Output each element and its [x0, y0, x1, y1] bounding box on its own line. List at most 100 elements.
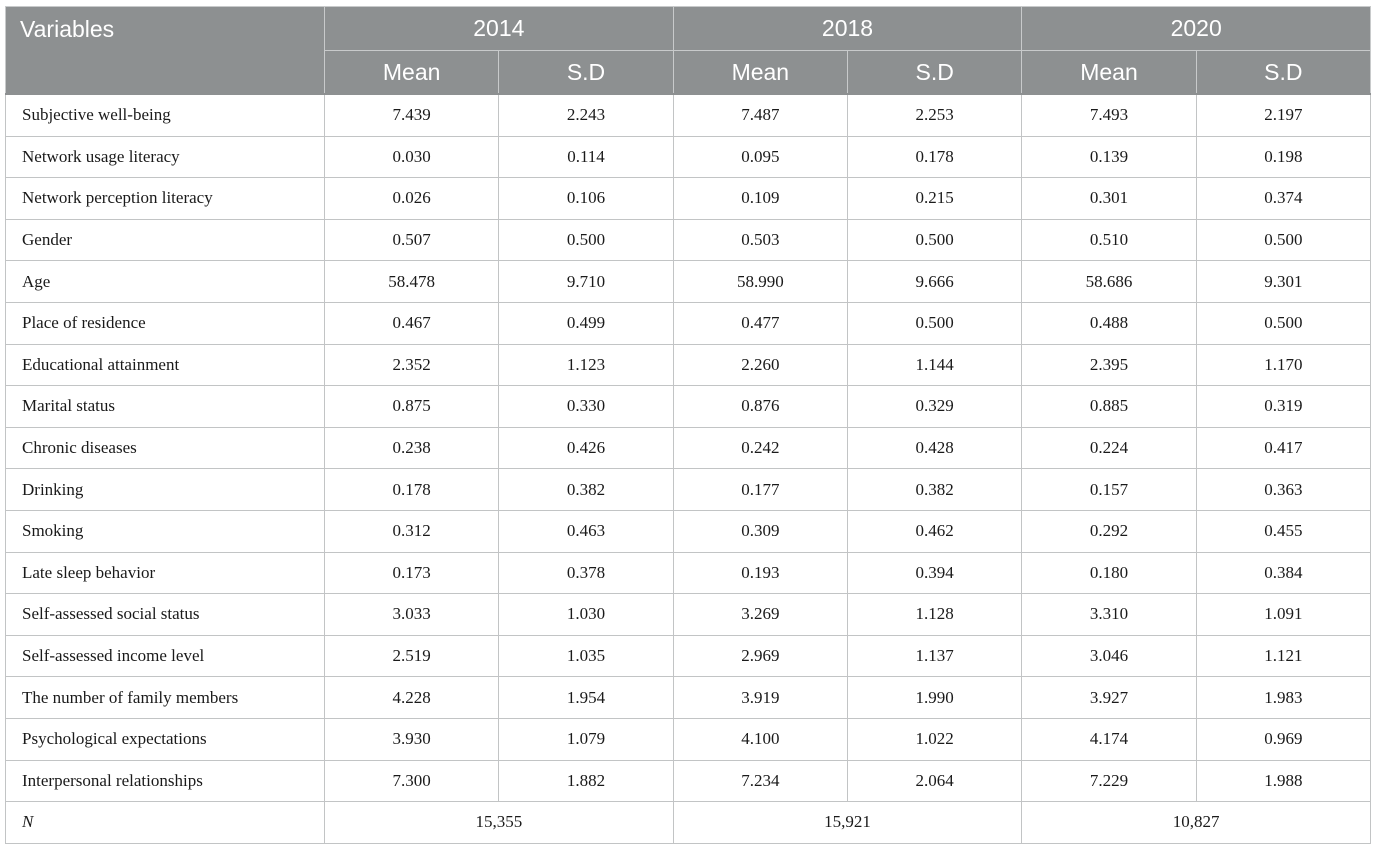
cell-value: 1.079	[498, 717, 674, 761]
cell-value: 0.224	[1021, 426, 1197, 470]
mean-header-2018: Mean	[672, 50, 849, 95]
table-row: Subjective well-being 7.439 2.243 7.487 2.25…	[5, 92, 1372, 137]
cell-value: 3.927	[1021, 676, 1197, 719]
row-label: Network perception literacy	[5, 177, 325, 220]
year-header-2018: 2018	[672, 6, 1023, 51]
sample-size-value: 15,921	[672, 801, 1023, 844]
cell-value: 0.106	[498, 177, 674, 220]
cell-value: 1.990	[846, 676, 1023, 719]
mean-header-2014: Mean	[323, 50, 500, 95]
cell-value: 0.309	[672, 509, 849, 553]
cell-value: 0.500	[498, 218, 674, 262]
cell-value: 3.033	[323, 593, 500, 636]
cell-value: 0.462	[846, 509, 1023, 553]
cell-value: 2.253	[846, 92, 1023, 137]
cell-value: 7.439	[323, 92, 500, 137]
table-row: Chronic diseases 0.238 0.426 0.242 0.428 0.22…	[5, 426, 1372, 470]
cell-value: 0.384	[1195, 551, 1372, 595]
sample-size-value: 15,355	[324, 801, 674, 844]
cell-value: 1.030	[498, 593, 674, 636]
row-label: Marital status	[5, 385, 325, 428]
cell-value: 9.710	[498, 260, 674, 303]
table-header: Variables 2014 2018 2020 Mean S.D Mean S…	[5, 6, 1372, 95]
row-label: Educational attainment	[5, 343, 325, 387]
cell-value: 0.507	[323, 218, 500, 262]
sample-size-row: N 15,355 15,921 10,827	[5, 801, 1372, 844]
row-label: Network usage literacy	[5, 135, 325, 179]
table-row: Smoking 0.312 0.463 0.309 0.462 0.292 0.455	[5, 509, 1372, 553]
row-label: Self-assessed income level	[5, 634, 325, 678]
variables-header: Variables	[5, 6, 325, 95]
cell-value: 0.875	[323, 385, 500, 428]
cell-value: 2.352	[323, 343, 500, 387]
cell-value: 7.229	[1021, 759, 1197, 803]
table-row: Network usage literacy 0.030 0.114 0.095 0.1…	[5, 135, 1372, 179]
cell-value: 2.395	[1021, 343, 1197, 387]
table-body: Subjective well-being 7.439 2.243 7.487 2.25…	[5, 92, 1372, 844]
table-row: Age 58.478 9.710 58.990 9.666 58.686 9.301	[5, 260, 1372, 303]
cell-value: 7.300	[323, 759, 500, 803]
cell-value: 0.499	[498, 301, 674, 345]
cell-value: 3.046	[1021, 634, 1197, 678]
cell-value: 4.174	[1021, 717, 1197, 761]
cell-value: 0.178	[846, 135, 1023, 179]
descriptive-statistics-table: Variables 2014 2018 2020 Mean S.D Mean S…	[5, 6, 1372, 844]
year-header-2020: 2020	[1021, 6, 1372, 51]
cell-value: 0.463	[498, 509, 674, 553]
cell-value: 0.238	[323, 426, 500, 470]
cell-value: 2.260	[672, 343, 849, 387]
cell-value: 2.519	[323, 634, 500, 678]
cell-value: 0.477	[672, 301, 849, 345]
cell-value: 0.109	[672, 177, 849, 220]
cell-value: 0.382	[846, 468, 1023, 511]
table-row: Self-assessed social status 3.033 1.030 3.2…	[5, 593, 1372, 636]
cell-value: 58.478	[323, 260, 500, 303]
cell-value: 0.242	[672, 426, 849, 470]
cell-value: 0.030	[323, 135, 500, 179]
cell-value: 0.198	[1195, 135, 1372, 179]
cell-value: 1.983	[1195, 676, 1372, 719]
cell-value: 1.988	[1195, 759, 1372, 803]
cell-value: 0.969	[1195, 717, 1372, 761]
cell-value: 7.487	[672, 92, 849, 137]
cell-value: 0.417	[1195, 426, 1372, 470]
table-row: The number of family members 4.228 1.954 3.…	[5, 676, 1372, 719]
cell-value: 0.426	[498, 426, 674, 470]
cell-value: 1.022	[846, 717, 1023, 761]
table-row: Marital status 0.875 0.330 0.876 0.329 0.885 0…	[5, 385, 1372, 428]
table-row: Place of residence 0.467 0.499 0.477 0.500 0.…	[5, 301, 1372, 345]
cell-value: 1.128	[846, 593, 1023, 636]
table-row: Interpersonal relationships 7.300 1.882 7.2…	[5, 759, 1372, 803]
cell-value: 0.095	[672, 135, 849, 179]
cell-value: 0.157	[1021, 468, 1197, 511]
cell-value: 3.930	[323, 717, 500, 761]
cell-value: 0.876	[672, 385, 849, 428]
cell-value: 0.312	[323, 509, 500, 553]
cell-value: 1.121	[1195, 634, 1372, 678]
cell-value: 0.329	[846, 385, 1023, 428]
row-label: Psychological expectations	[5, 717, 325, 761]
sd-header-2014: S.D	[498, 50, 674, 95]
header-row-stats: Mean S.D Mean S.D Mean S.D	[6, 50, 1372, 95]
row-label: The number of family members	[5, 676, 325, 719]
cell-value: 0.500	[1195, 301, 1372, 345]
row-label: Chronic diseases	[5, 426, 325, 470]
row-label: Late sleep behavior	[5, 551, 325, 595]
cell-value: 0.139	[1021, 135, 1197, 179]
cell-value: 4.228	[323, 676, 500, 719]
cell-value: 7.234	[672, 759, 849, 803]
header-row-years: Variables 2014 2018 2020	[5, 6, 1372, 95]
cell-value: 2.197	[1195, 92, 1372, 137]
cell-value: 3.310	[1021, 593, 1197, 636]
cell-value: 58.686	[1021, 260, 1197, 303]
cell-value: 0.180	[1021, 551, 1197, 595]
sample-size-label: N	[5, 801, 325, 844]
cell-value: 0.510	[1021, 218, 1197, 262]
row-label: Interpersonal relationships	[5, 759, 325, 803]
row-label: Gender	[5, 218, 325, 262]
cell-value: 0.026	[323, 177, 500, 220]
cell-value: 0.114	[498, 135, 674, 179]
cell-value: 0.319	[1195, 385, 1372, 428]
cell-value: 1.144	[846, 343, 1023, 387]
